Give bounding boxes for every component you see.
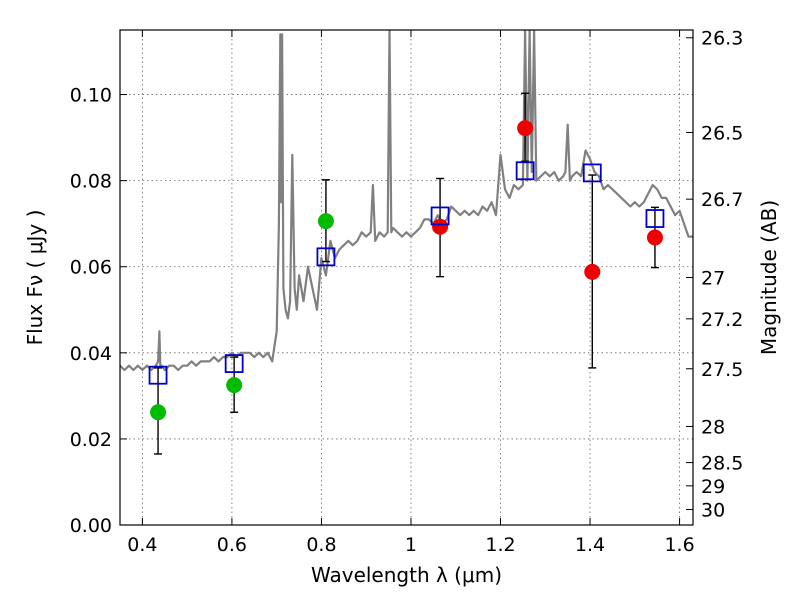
model-square [645,209,665,228]
x-tick-label: 0.6 [217,534,247,556]
plot-frame [119,29,694,526]
y-tick-label: 0.02 [70,429,112,451]
red-point [517,120,534,137]
green-point [226,377,243,394]
green-point [150,404,167,421]
x-tick-label: 1.4 [575,534,605,556]
axis-ticks: 0.4 0.6 0.8 1 1.2 1.4 1.6 0.00 0.02 0.04 0.06 0.08 0… [70,28,744,556]
right-tick-label: 26.5 [701,122,743,144]
y-tick-label: 0.00 [70,515,112,537]
spectrum-line [120,30,693,372]
y-tick-label: 0.06 [70,257,112,279]
x-tick-label: 0.4 [127,534,157,556]
y-tick-label: 0.04 [70,343,112,365]
red-point [646,229,663,246]
right-tick-label: 28 [701,416,725,438]
model-square [430,206,450,226]
right-tick-label: 27.2 [701,309,743,331]
right-tick-label: 29 [701,476,725,498]
y-tick-label: 0.08 [70,171,112,193]
x-tick-label: 1.6 [664,534,694,556]
right-tick-label: 30 [701,500,725,522]
model-square [582,163,602,183]
right-tick-label: 28.5 [701,453,743,475]
right-tick-label: 27.5 [701,359,743,381]
plot-area [120,30,693,455]
x-axis-label: Wavelength λ (μm) [311,563,502,587]
x-tick-label: 0.8 [306,534,336,556]
y-tick-label: 0.10 [70,85,112,107]
model-square [515,161,535,181]
model-square [148,365,168,385]
y-axis-label-right: Magnitude (AB) [757,200,781,355]
red-point [584,263,601,280]
model-square [224,354,244,373]
green-point [317,213,334,230]
y-axis-label: Flux Fν ( μJy ) [23,210,47,346]
model-square [316,247,336,267]
right-tick-label: 27 [701,268,725,290]
red-point [432,218,449,235]
x-tick-label: 1.2 [485,534,515,556]
right-tick-label: 26.3 [701,28,743,50]
right-tick-label: 26.7 [701,189,743,211]
x-tick-label: 1 [405,534,417,556]
grid-lines [120,30,693,525]
